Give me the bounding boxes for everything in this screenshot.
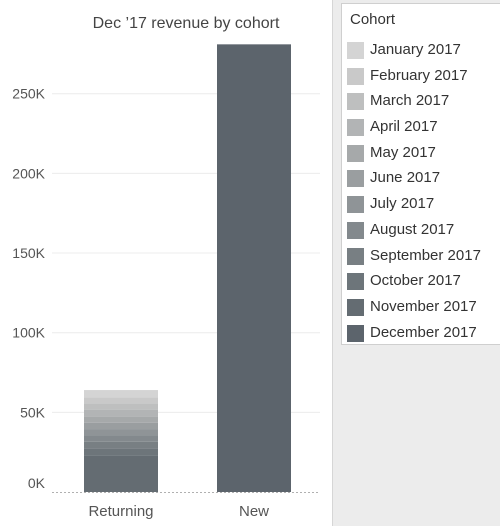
bar-segment [84,448,158,456]
legend-swatch [347,170,364,188]
legend-label: October 2017 [370,272,461,290]
bar-segment [217,44,291,493]
legend-item[interactable]: February 2017 [342,66,500,92]
legend-item[interactable]: September 2017 [342,246,500,272]
legend-swatch [347,119,364,137]
legend-item[interactable]: August 2017 [342,220,500,246]
legend-item[interactable]: July 2017 [342,194,500,220]
y-tick-label: 250K [12,86,45,102]
bar-segment [84,390,158,398]
legend-swatch [347,298,364,316]
legend-swatch [347,324,364,342]
legend-swatch [347,42,364,59]
legend-label: June 2017 [370,169,441,187]
legend-label: November 2017 [370,297,477,315]
legend-label: September 2017 [370,246,481,264]
legend-items: January 2017 February 2017 March 2017 April… [342,40,500,344]
legend-item[interactable]: December 2017 [342,323,500,344]
legend-item[interactable]: May 2017 [342,143,500,169]
bar-segment [84,416,158,423]
legend-item[interactable]: April 2017 [342,117,500,143]
legend-item[interactable]: March 2017 [342,91,500,117]
bar-segment [84,455,158,492]
chart-area: Dec ’17 revenue by cohort 0K 50K 100K 150K 20… [12,15,320,520]
legend-item[interactable]: November 2017 [342,297,500,323]
legend-label: August 2017 [370,220,455,238]
legend-item[interactable]: June 2017 [342,168,500,194]
bar-chart: Dec ’17 revenue by cohort 0K 50K 100K 150K 20… [12,15,320,520]
legend-label: April 2017 [370,118,438,136]
legend-swatch [347,196,364,214]
y-tick-label: 150K [12,245,45,261]
legend-swatch [347,221,364,239]
legend-label: May 2017 [370,143,436,161]
legend-label: February 2017 [370,66,468,84]
bar-segment [84,435,158,442]
legend-label: July 2017 [370,195,435,213]
legend-label: January 2017 [370,41,461,58]
legend-swatch [347,93,364,111]
legend-swatch [347,247,364,265]
legend-item[interactable]: January 2017 [342,40,500,66]
x-tick-label: Returning [88,503,153,520]
y-tick-label: 200K [12,165,45,181]
bar-segment [84,397,158,404]
legend-item[interactable]: October 2017 [342,271,500,297]
legend-swatch [347,67,364,85]
legend-swatch [347,144,364,162]
legend: Cohort January 2017 February 2017 March 20… [341,3,500,345]
legend-title: Cohort [350,11,396,28]
y-tick-label: 0K [28,475,46,491]
bar-segment [84,422,158,430]
chart-title: Dec ’17 revenue by cohort [93,15,280,32]
bar-segment [84,409,158,417]
y-tick-label: 100K [12,325,45,341]
legend-label: December 2017 [370,323,477,341]
x-tick-label: New [239,503,269,520]
y-tick-label: 50K [20,404,46,420]
bar-segment [84,441,158,449]
legend-swatch [347,273,364,291]
bar-segment [84,403,158,410]
bar-segment [84,429,158,436]
legend-label: March 2017 [370,92,450,110]
side-panel: Cohort January 2017 February 2017 March 20… [332,0,500,526]
